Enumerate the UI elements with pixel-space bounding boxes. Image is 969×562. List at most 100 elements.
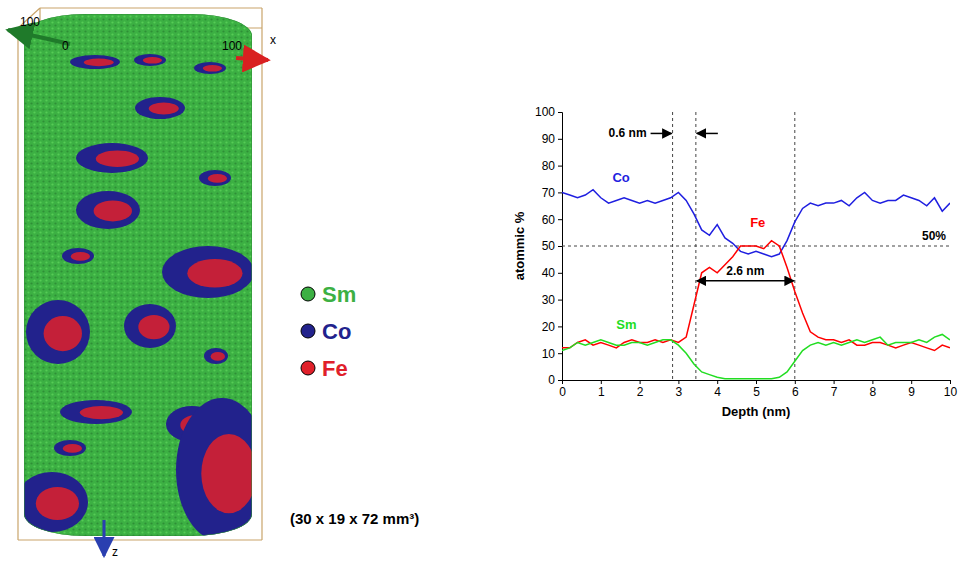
series-label: Co [612, 170, 629, 185]
box-edge [40, 7, 262, 8]
precipitate [60, 400, 132, 424]
y-tick-label: 50 [542, 239, 556, 253]
precipitate [204, 348, 228, 364]
x-tick-label: 2 [637, 385, 644, 399]
x-tick: 2 [637, 380, 644, 399]
precipitate-core [201, 434, 252, 513]
annotations: 0.6 nm2.6 nm [609, 126, 794, 280]
axis-text: 100 [222, 39, 242, 53]
precipitate-core [138, 315, 169, 339]
y-tick-label: 40 [542, 266, 556, 280]
precipitate-core [211, 352, 225, 361]
series-label: Sm [616, 317, 636, 332]
y-tick-mark [558, 139, 562, 140]
y-tick: 10 [542, 347, 562, 361]
dimension-arrow [697, 280, 794, 282]
precipitate [194, 62, 226, 74]
x-tick-mark [601, 380, 602, 384]
y-tick-mark [558, 273, 562, 274]
precipitate [70, 55, 120, 69]
y-tick-mark [558, 166, 562, 167]
y-tick-mark [558, 380, 562, 381]
y-tick: 70 [542, 186, 562, 200]
y-tick: 20 [542, 320, 562, 334]
precipitate-core [208, 174, 227, 183]
precipitate [24, 472, 88, 532]
precipitate-core [96, 151, 139, 168]
x-tick: 4 [714, 380, 721, 399]
figure: 1000100xzSmCoFe(30 x 19 x 72 mm³)0123456… [0, 0, 969, 562]
y-tick-label: 90 [542, 132, 556, 146]
box-edge [17, 28, 18, 540]
box-edge [18, 539, 262, 540]
legend-label: Fe [322, 356, 348, 381]
reconstruction: 1000100xzSmCoFe(30 x 19 x 72 mm³) [8, 8, 419, 559]
y-tick: 40 [542, 266, 562, 280]
y-tick-label: 0 [548, 373, 555, 387]
x-axis: 012345678910 [559, 380, 957, 399]
reference-label: 50% [922, 229, 946, 243]
x-tick-label: 8 [870, 385, 877, 399]
x-tick-label: 6 [792, 385, 799, 399]
legend-label: Sm [322, 282, 356, 307]
precipitate [76, 191, 140, 229]
y-tick-label: 80 [542, 159, 556, 173]
y-tick: 50 [542, 239, 562, 253]
x-tick: 9 [908, 380, 915, 399]
precipitate-core [143, 57, 162, 64]
y-tick-label: 60 [542, 213, 556, 227]
dimensions: (30 x 19 x 72 mm³) [290, 510, 419, 527]
reference-lines [562, 112, 950, 380]
y-axis: 0 10 20 30 40 50 60 70 80 90 100 [535, 105, 563, 387]
x-tick-mark [640, 380, 641, 384]
series-line [562, 241, 950, 351]
y-tick: 90 [542, 132, 562, 146]
axis-arrow [8, 30, 70, 44]
precipitate [26, 300, 90, 364]
y-tick-label: 70 [542, 186, 556, 200]
specimen [24, 14, 252, 536]
dimension-arrow [651, 133, 672, 135]
precipitate [199, 170, 231, 186]
y-tick-label: 30 [542, 293, 556, 307]
precipitate-core [80, 406, 123, 419]
x-tick-mark [911, 380, 912, 384]
x-tick: 7 [831, 380, 838, 399]
precipitate-core [84, 59, 114, 67]
precipitate-core [63, 444, 82, 453]
x-tick-mark [950, 380, 951, 384]
x-tick-label: 10 [944, 385, 958, 399]
y-tick-label: 100 [535, 105, 555, 119]
x-tick-label: 4 [714, 385, 721, 399]
y-tick: 30 [542, 293, 562, 307]
box-edge [261, 28, 262, 540]
x-tick-label: 7 [831, 385, 838, 399]
box-edge [18, 8, 40, 28]
precipitate [162, 246, 252, 298]
y-tick-mark [558, 112, 562, 113]
y-tick-mark [558, 353, 562, 354]
vertical-reference [794, 112, 795, 380]
axis-arrow [236, 58, 268, 60]
precipitate-core [203, 65, 222, 72]
y-axis-line [558, 113, 563, 381]
axis-text: 0 [62, 39, 69, 53]
y-axis-title: atommic % [512, 211, 527, 280]
x-tick-label: 9 [908, 385, 915, 399]
series-line [562, 334, 950, 378]
dimension-arrow [697, 133, 718, 135]
x-axis-line [563, 381, 951, 385]
precipitate-core [94, 201, 132, 222]
x-tick-mark [872, 380, 873, 384]
x-tick-label: 3 [676, 385, 683, 399]
y-tick: 100 [535, 105, 562, 119]
box-edge [261, 8, 262, 28]
y-tick-mark [558, 246, 562, 247]
y-tick: 0 [548, 373, 562, 387]
x-tick-mark [795, 380, 796, 384]
axis-text: z [112, 545, 118, 559]
y-tick: 60 [542, 213, 562, 227]
x-tick: 5 [753, 380, 760, 399]
precipitate-core [187, 259, 242, 288]
line-chart: 0123456789100102030405060708090100Depth … [512, 105, 957, 419]
